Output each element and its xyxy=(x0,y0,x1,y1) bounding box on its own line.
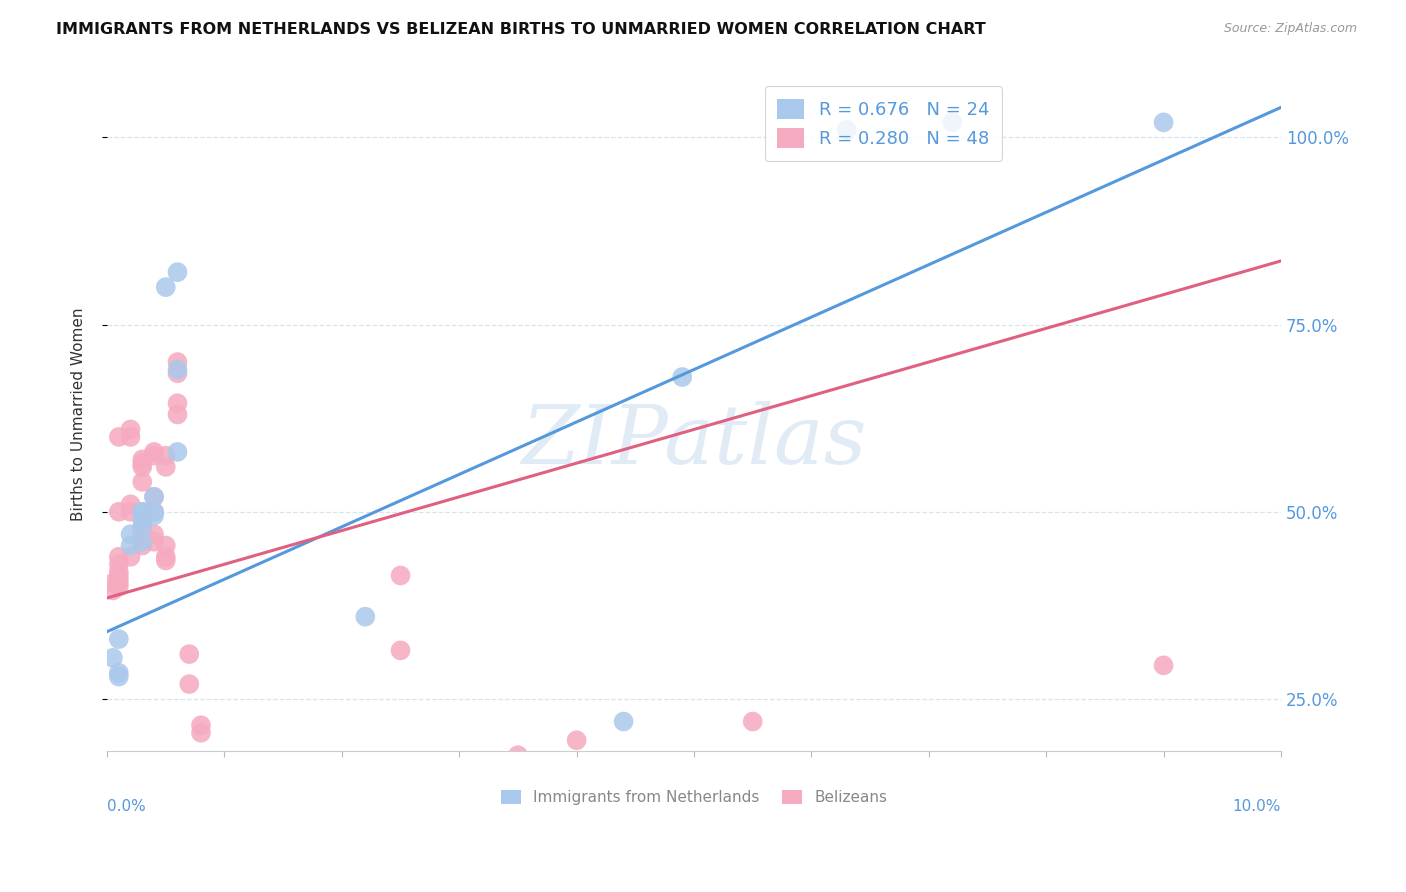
Point xyxy=(143,490,166,504)
Point xyxy=(389,643,412,657)
Point xyxy=(155,280,177,294)
Point xyxy=(120,430,142,444)
Point xyxy=(108,505,131,519)
Point xyxy=(166,265,188,279)
Point xyxy=(613,714,636,729)
Point xyxy=(131,459,153,474)
Point xyxy=(108,549,131,564)
Text: IMMIGRANTS FROM NETHERLANDS VS BELIZEAN BIRTHS TO UNMARRIED WOMEN CORRELATION CH: IMMIGRANTS FROM NETHERLANDS VS BELIZEAN … xyxy=(56,22,986,37)
Text: 0.0%: 0.0% xyxy=(107,798,146,814)
Point xyxy=(101,651,124,665)
Point xyxy=(108,568,131,582)
Point xyxy=(155,549,177,564)
Point xyxy=(131,456,153,470)
Point xyxy=(143,534,166,549)
Point xyxy=(179,677,201,691)
Point xyxy=(131,527,153,541)
Point xyxy=(190,725,212,739)
Point xyxy=(120,527,142,541)
Point xyxy=(155,553,177,567)
Point xyxy=(143,527,166,541)
Point xyxy=(671,370,693,384)
Point xyxy=(101,576,124,591)
Point xyxy=(108,580,131,594)
Point xyxy=(131,539,153,553)
Point xyxy=(120,505,142,519)
Point xyxy=(1153,658,1175,673)
Point xyxy=(143,490,166,504)
Point xyxy=(131,452,153,467)
Point xyxy=(143,445,166,459)
Point xyxy=(143,508,166,523)
Point xyxy=(108,572,131,586)
Point xyxy=(155,459,177,474)
Point xyxy=(190,718,212,732)
Point xyxy=(131,520,153,534)
Point xyxy=(166,396,188,410)
Point xyxy=(101,583,124,598)
Point xyxy=(143,505,166,519)
Y-axis label: Births to Unmarried Women: Births to Unmarried Women xyxy=(72,308,86,521)
Point xyxy=(166,366,188,380)
Point xyxy=(565,733,588,747)
Point xyxy=(166,408,188,422)
Point xyxy=(131,475,153,489)
Point xyxy=(155,539,177,553)
Point xyxy=(131,520,153,534)
Text: 10.0%: 10.0% xyxy=(1233,798,1281,814)
Point xyxy=(120,422,142,436)
Point xyxy=(179,647,201,661)
Point xyxy=(166,355,188,369)
Point xyxy=(166,362,188,376)
Point xyxy=(108,670,131,684)
Point xyxy=(108,632,131,647)
Point xyxy=(108,430,131,444)
Point xyxy=(120,497,142,511)
Point xyxy=(143,505,166,519)
Point xyxy=(120,539,142,553)
Point xyxy=(108,576,131,591)
Point xyxy=(1153,115,1175,129)
Text: Source: ZipAtlas.com: Source: ZipAtlas.com xyxy=(1223,22,1357,36)
Point xyxy=(835,123,858,137)
Point xyxy=(389,568,412,582)
Legend: Immigrants from Netherlands, Belizeans: Immigrants from Netherlands, Belizeans xyxy=(495,783,893,811)
Text: ZIPatlas: ZIPatlas xyxy=(522,401,866,482)
Point xyxy=(941,115,963,129)
Point xyxy=(108,565,131,579)
Point xyxy=(120,549,142,564)
Point xyxy=(354,609,377,624)
Point xyxy=(166,445,188,459)
Point xyxy=(143,449,166,463)
Point xyxy=(131,512,153,526)
Point xyxy=(155,449,177,463)
Point xyxy=(108,558,131,572)
Point xyxy=(741,714,763,729)
Point xyxy=(108,665,131,680)
Point xyxy=(506,748,529,763)
Point xyxy=(131,505,153,519)
Point xyxy=(131,505,153,519)
Point xyxy=(131,534,153,549)
